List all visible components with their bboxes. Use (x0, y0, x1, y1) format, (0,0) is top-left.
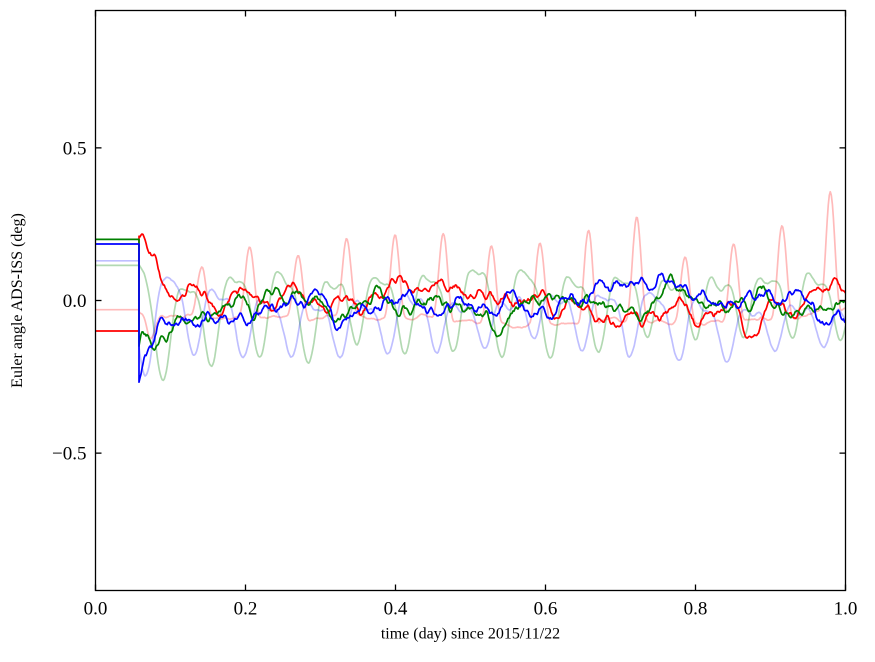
x-tick-label: 0.0 (84, 599, 108, 620)
x-tick-label: 0.6 (534, 599, 558, 620)
series-green-line (95, 238, 846, 351)
series-pale-blue-line (95, 259, 846, 377)
y-axis-label: Euler angle ADS-ISS (deg) (9, 213, 26, 388)
series-pale-green-line (95, 263, 846, 382)
y-tick-label: 0.5 (63, 138, 87, 159)
x-axis-label: time (day) since 2015/11/22 (381, 626, 560, 643)
series-group (95, 190, 846, 384)
y-tick-label: −0.5 (52, 444, 86, 465)
series-red-line (95, 233, 846, 339)
x-tick-label: 0.8 (684, 599, 708, 620)
x-tick-label: 1.0 (834, 599, 858, 620)
series-pale-red-line (95, 190, 846, 340)
series-blue-line (95, 243, 846, 384)
x-tick-label: 0.4 (384, 599, 408, 620)
y-tick-label: 0.0 (63, 291, 87, 312)
x-tick-label: 0.2 (234, 599, 258, 620)
